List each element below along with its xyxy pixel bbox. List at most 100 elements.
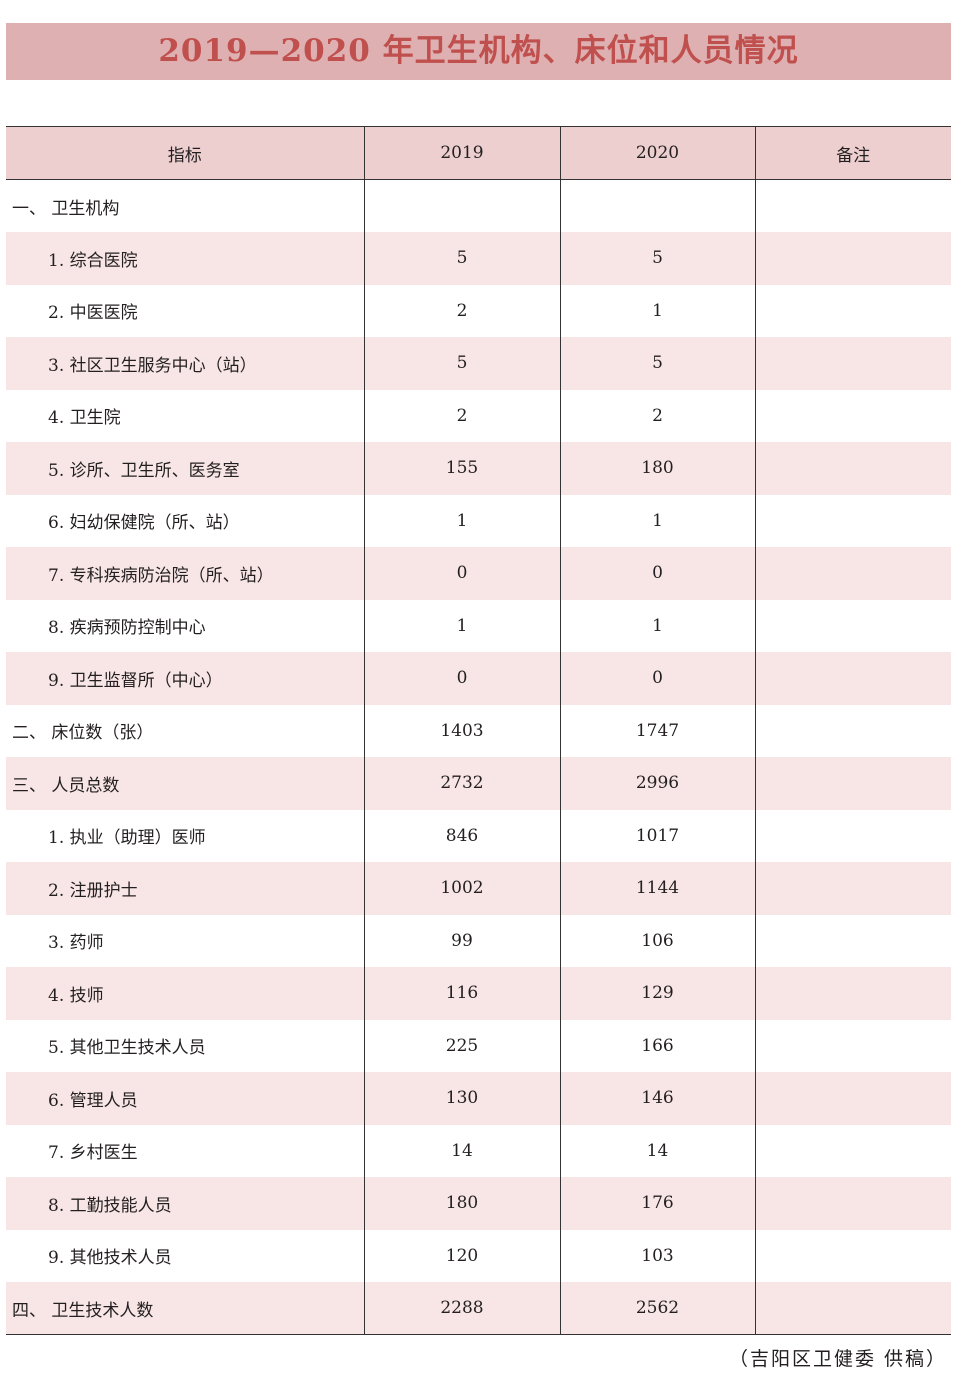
- value-2019: 0: [363, 652, 560, 705]
- table-row: 3. 药师 99 106: [6, 914, 951, 967]
- value-2019: 2: [363, 389, 560, 442]
- header-indicator: 指标: [6, 126, 364, 180]
- table-row: 9. 卫生监督所（中心） 0 0: [6, 652, 951, 705]
- note-cell: [754, 1282, 951, 1335]
- value-2019: 1403: [363, 704, 560, 757]
- row-label: 8. 疾病预防控制中心: [48, 618, 206, 639]
- value-2020: 1: [559, 284, 755, 337]
- table-row: 6. 管理人员 130 146: [6, 1072, 951, 1125]
- table-row: 2. 中医医院 2 1: [6, 284, 951, 337]
- note-cell: [754, 547, 951, 600]
- row-label: 1. 执业（助理）医师: [48, 828, 206, 849]
- value-2020: 180: [559, 442, 755, 495]
- table-header-row: 指标 2019 2020 备注: [6, 126, 951, 180]
- value-2019: 2: [363, 284, 560, 337]
- note-cell: [754, 1019, 951, 1072]
- note-cell: [754, 284, 951, 337]
- table-row: 7. 专科疾病防治院（所、站） 0 0: [6, 547, 951, 600]
- value-2020: 2996: [559, 757, 755, 810]
- value-2020: 129: [559, 967, 755, 1020]
- note-cell: [754, 232, 951, 285]
- value-2020: 1: [559, 494, 755, 547]
- table-row: 9. 其他技术人员 120 103: [6, 1229, 951, 1282]
- value-2020: 0: [559, 652, 755, 705]
- value-2020: 5: [559, 337, 755, 390]
- table-row: 8. 工勤技能人员 180 176: [6, 1177, 951, 1230]
- table-row: 四、 卫生技术人数 2288 2562: [6, 1282, 951, 1335]
- note-cell: [754, 337, 951, 390]
- table-row: 1. 综合医院 5 5: [6, 232, 951, 285]
- value-2020: 176: [559, 1177, 755, 1230]
- row-label: 9. 其他技术人员: [48, 1248, 172, 1269]
- value-2020: 1: [559, 599, 755, 652]
- value-2019: 5: [363, 232, 560, 285]
- table-row: 三、 人员总数 2732 2996: [6, 757, 951, 810]
- note-cell: [754, 389, 951, 442]
- value-2019: 1: [363, 494, 560, 547]
- value-2019: 155: [363, 442, 560, 495]
- page-title: 2019—2020 年卫生机构、床位和人员情况: [6, 23, 951, 80]
- row-label: 1. 综合医院: [6, 232, 364, 285]
- value-2019: 5: [363, 337, 560, 390]
- note-cell: [754, 809, 951, 862]
- row-label: 二、 床位数（张）: [12, 723, 154, 744]
- value-2019: 2732: [363, 757, 560, 810]
- row-label: 3. 药师: [48, 933, 104, 954]
- row-label: 四、 卫生技术人数: [6, 1282, 364, 1335]
- table-row: 二、 床位数（张） 1403 1747: [6, 704, 951, 757]
- value-2019: 2288: [363, 1282, 560, 1335]
- note-cell: [754, 442, 951, 495]
- note-cell: [754, 599, 951, 652]
- value-2019: 225: [363, 1019, 560, 1072]
- value-2020: 14: [559, 1124, 755, 1177]
- note-cell: [754, 1124, 951, 1177]
- row-label: 三、 人员总数: [6, 757, 364, 810]
- value-2020: 5: [559, 232, 755, 285]
- row-label: 5. 诊所、卫生所、医务室: [6, 442, 364, 495]
- note-cell: [754, 1229, 951, 1282]
- value-2019: 99: [363, 914, 560, 967]
- row-label: 2. 中医医院: [48, 303, 138, 324]
- value-2019: 116: [363, 967, 560, 1020]
- value-2020: 2562: [559, 1282, 755, 1335]
- table-row: 7. 乡村医生 14 14: [6, 1124, 951, 1177]
- value-2020: 1747: [559, 704, 755, 757]
- row-label: 9. 卫生监督所（中心）: [6, 652, 364, 705]
- value-2019: 0: [363, 547, 560, 600]
- value-2019: 1: [363, 599, 560, 652]
- note-cell: [754, 862, 951, 915]
- table-row: 1. 执业（助理）医师 846 1017: [6, 809, 951, 862]
- header-2020: 2020: [559, 126, 755, 180]
- table-row: 5. 诊所、卫生所、医务室 155 180: [6, 442, 951, 495]
- row-label: 一、 卫生机构: [12, 198, 120, 219]
- table-row: 4. 技师 116 129: [6, 967, 951, 1020]
- row-label: 4. 卫生院: [48, 408, 121, 429]
- row-label: 6. 管理人员: [6, 1072, 364, 1125]
- value-2020: 2: [559, 389, 755, 442]
- value-2020: 146: [559, 1072, 755, 1125]
- row-label: 6. 妇幼保健院（所、站）: [48, 513, 240, 534]
- table-row: 3. 社区卫生服务中心（站） 5 5: [6, 337, 951, 390]
- value-2020: 1144: [559, 862, 755, 915]
- note-cell: [754, 1177, 951, 1230]
- note-cell: [754, 179, 951, 232]
- stats-table: 指标 2019 2020 备注 一、 卫生机构 1. 综合医院 5 5 2. 中医医院 2…: [6, 126, 951, 1335]
- row-label: 3. 社区卫生服务中心（站）: [6, 337, 364, 390]
- value-2019: [363, 179, 560, 232]
- note-cell: [754, 757, 951, 810]
- table-row: 一、 卫生机构: [6, 179, 951, 232]
- value-2020: 1017: [559, 809, 755, 862]
- value-2020: 106: [559, 914, 755, 967]
- note-cell: [754, 967, 951, 1020]
- table-row: 4. 卫生院 2 2: [6, 389, 951, 442]
- source-credit: （吉阳区卫健委 供稿）: [728, 1348, 947, 1370]
- table-row: 5. 其他卫生技术人员 225 166: [6, 1019, 951, 1072]
- header-2019: 2019: [363, 126, 560, 180]
- row-label: 5. 其他卫生技术人员: [48, 1038, 206, 1059]
- value-2019: 1002: [363, 862, 560, 915]
- note-cell: [754, 652, 951, 705]
- note-cell: [754, 494, 951, 547]
- value-2019: 180: [363, 1177, 560, 1230]
- note-cell: [754, 914, 951, 967]
- row-label: 2. 注册护士: [6, 862, 364, 915]
